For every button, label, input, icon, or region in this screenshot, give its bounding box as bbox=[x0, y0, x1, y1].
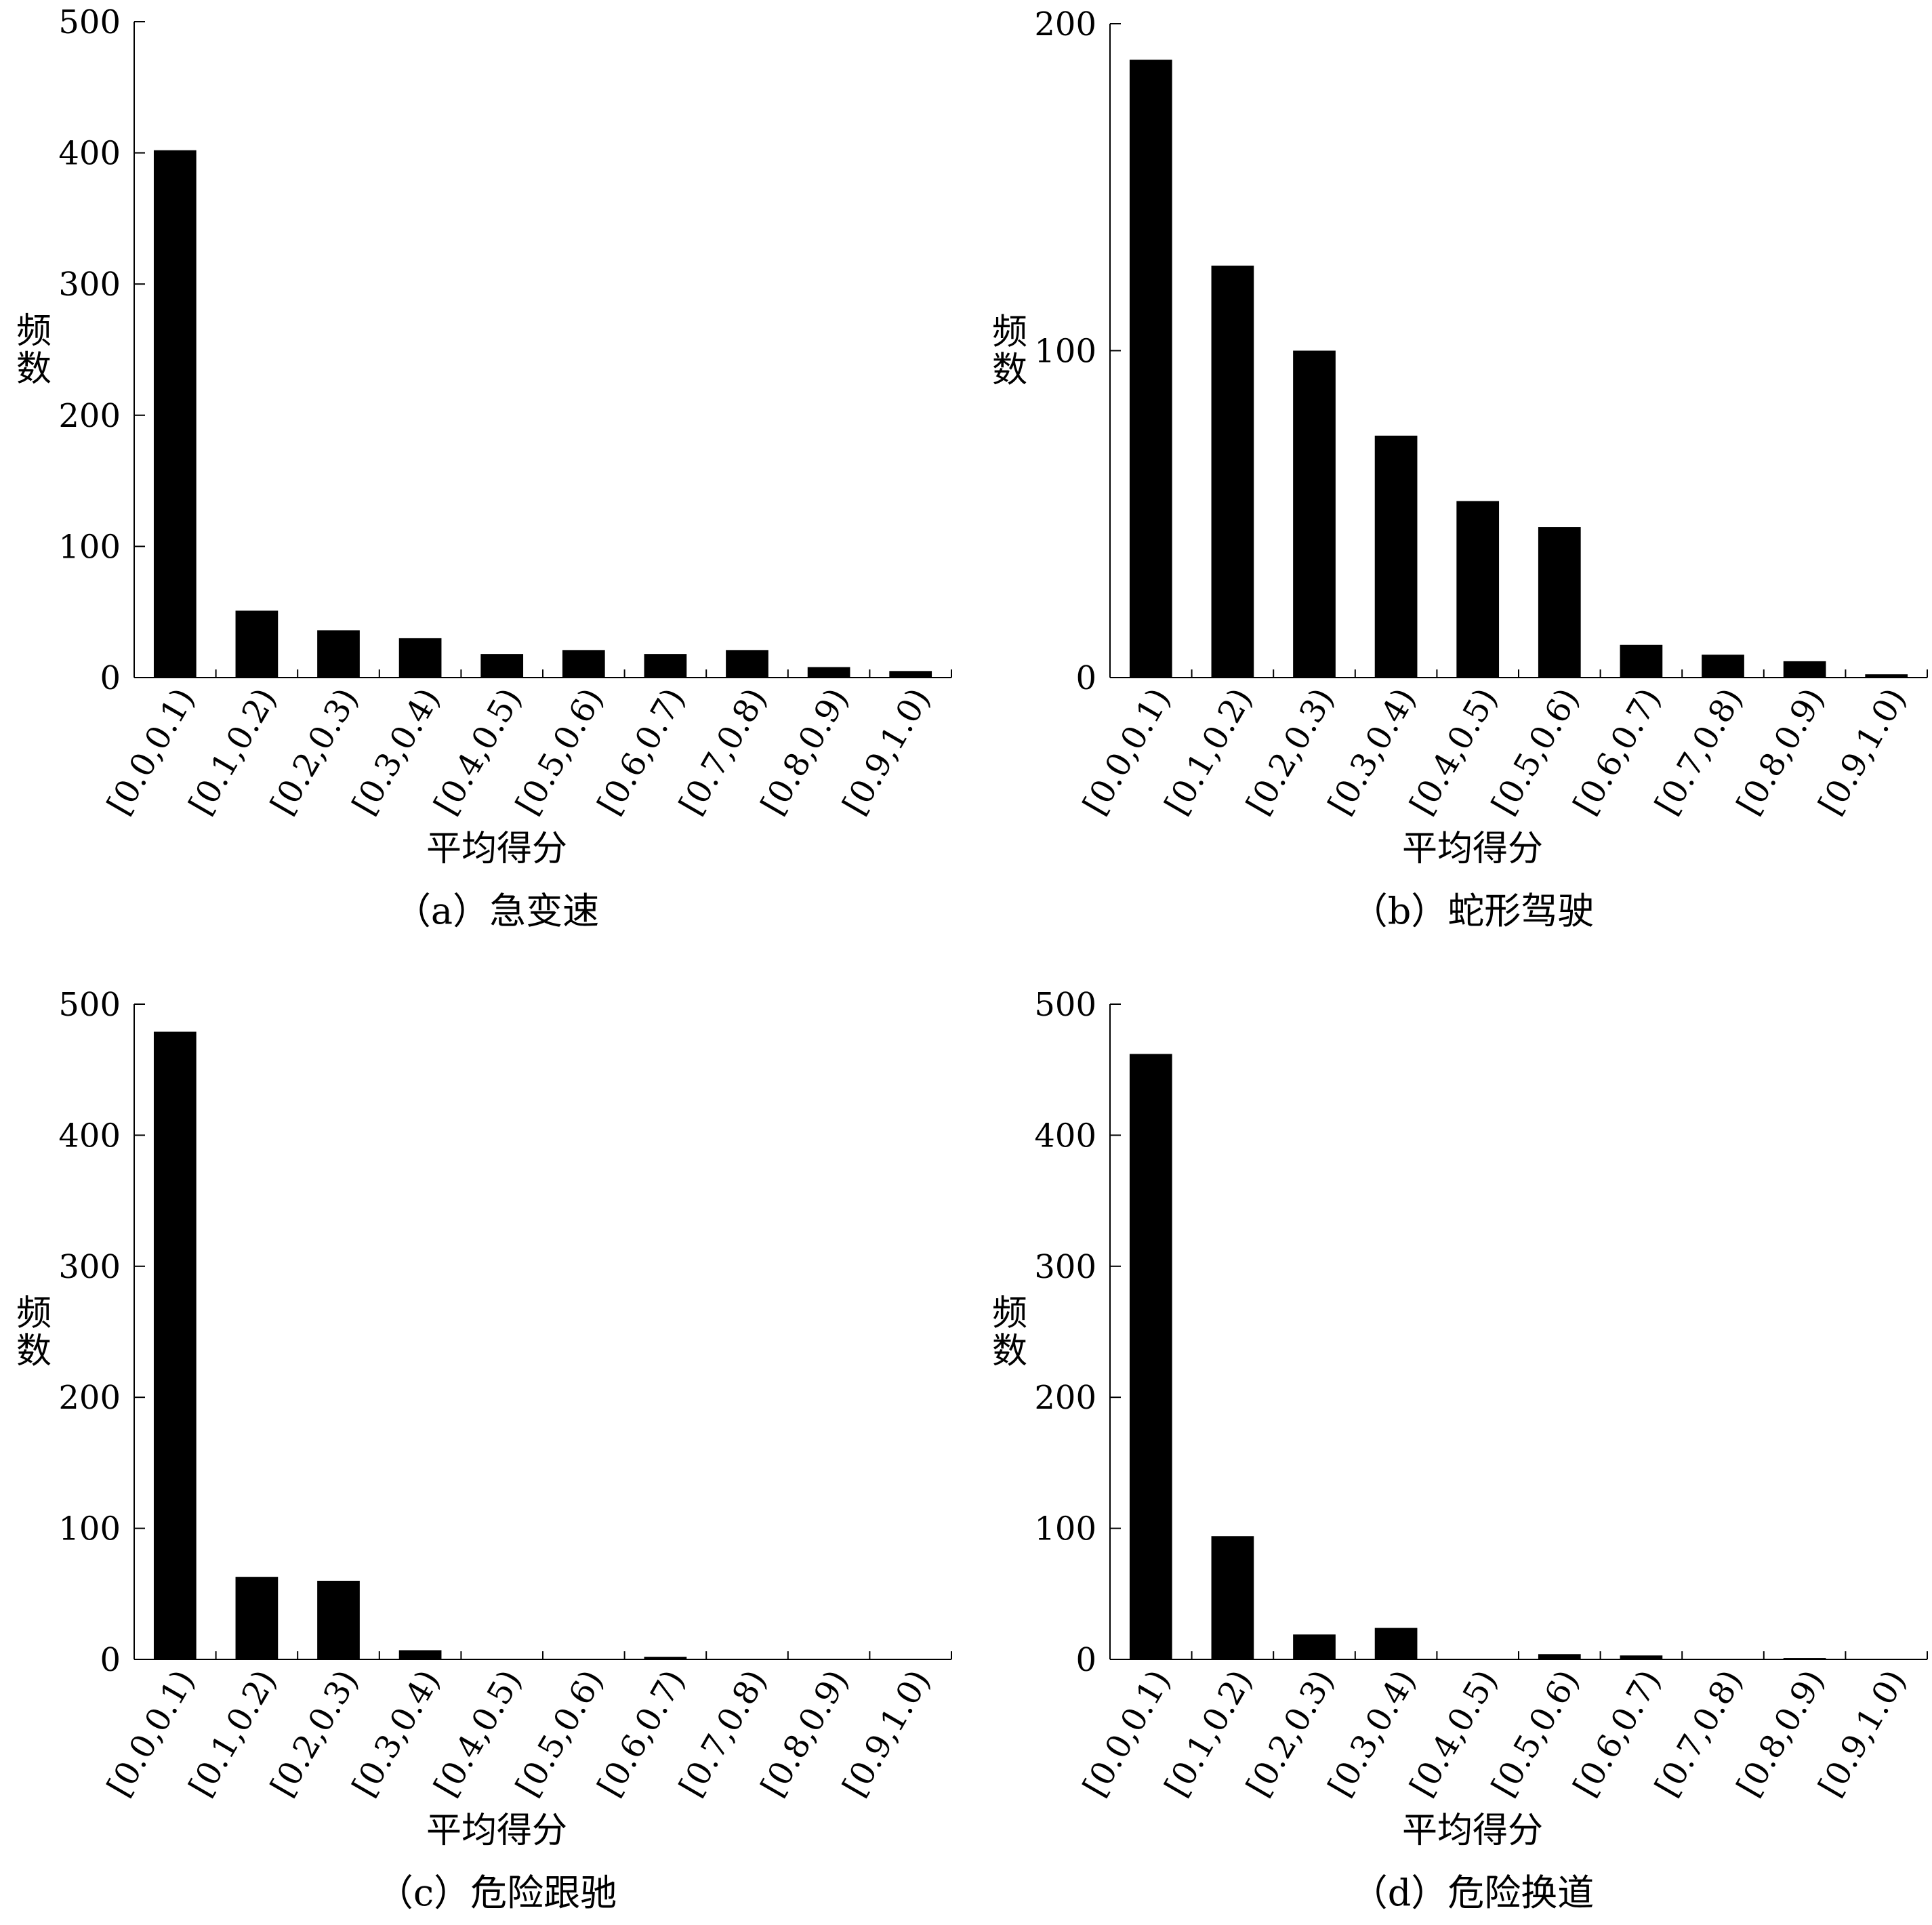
bar-6 bbox=[1538, 527, 1581, 678]
bar-4 bbox=[398, 638, 442, 678]
bar-7 bbox=[1620, 644, 1663, 678]
bar-7 bbox=[644, 654, 687, 678]
y-tick-label: 400 bbox=[58, 135, 121, 173]
chart-panel-d: 0100200300400500[0.0,0.1)[0.1,0.2)[0.2,0… bbox=[992, 986, 1928, 1914]
y-tick-label: 500 bbox=[58, 986, 121, 1024]
bar-3 bbox=[1293, 350, 1336, 678]
bar-6 bbox=[562, 650, 605, 678]
y-tick-label: 0 bbox=[100, 659, 121, 697]
bar-2 bbox=[235, 610, 279, 678]
bar-1 bbox=[153, 150, 197, 678]
y-tick-label: 300 bbox=[58, 266, 121, 304]
bar-4 bbox=[1374, 435, 1418, 678]
bar-5 bbox=[1456, 501, 1500, 678]
y-tick-label: 500 bbox=[58, 3, 121, 41]
bar-10 bbox=[1865, 674, 1908, 678]
x-axis-label: 平均得分 bbox=[426, 1810, 567, 1851]
y-tick-label: 200 bbox=[1034, 5, 1096, 43]
bar-9 bbox=[1783, 1658, 1826, 1659]
panel-caption: （c）危险跟驰 bbox=[377, 1871, 617, 1914]
x-axis-label: 平均得分 bbox=[426, 829, 567, 869]
bar-7 bbox=[1620, 1655, 1663, 1659]
y-tick-label: 100 bbox=[1034, 333, 1096, 371]
y-axis-label: 频数 bbox=[992, 1293, 1027, 1372]
bar-3 bbox=[317, 1580, 360, 1659]
y-tick-label: 500 bbox=[1034, 986, 1096, 1024]
chart-panel-c: 0100200300400500[0.0,0.1)[0.1,0.2)[0.2,0… bbox=[16, 986, 952, 1914]
bar-1 bbox=[1129, 1054, 1172, 1659]
y-tick-label: 0 bbox=[1075, 1641, 1096, 1679]
bar-5 bbox=[480, 654, 524, 678]
panel-caption: （a）急变速 bbox=[394, 890, 599, 932]
y-axis-label: 频数 bbox=[992, 312, 1027, 391]
panel-caption: （d）危险换道 bbox=[1351, 1871, 1595, 1914]
y-tick-label: 400 bbox=[58, 1117, 121, 1155]
y-tick-label: 400 bbox=[1034, 1117, 1096, 1155]
bar-9 bbox=[1783, 661, 1826, 678]
bar-2 bbox=[1211, 1536, 1254, 1659]
y-tick-label: 100 bbox=[58, 528, 121, 566]
y-tick-label: 300 bbox=[1034, 1248, 1096, 1286]
y-tick-label: 200 bbox=[58, 1379, 121, 1417]
y-tick-label: 200 bbox=[1034, 1379, 1096, 1417]
y-tick-label: 100 bbox=[1034, 1510, 1096, 1548]
y-tick-label: 0 bbox=[1075, 659, 1096, 697]
bar-4 bbox=[1374, 1628, 1418, 1659]
bar-2 bbox=[1211, 266, 1254, 678]
bar-10 bbox=[889, 671, 932, 678]
y-tick-label: 0 bbox=[100, 1641, 121, 1679]
x-axis-label: 平均得分 bbox=[1402, 1810, 1543, 1851]
chart-panel-a: 0100200300400500[0.0,0.1)[0.1,0.2)[0.2,0… bbox=[16, 3, 952, 932]
bar-6 bbox=[1538, 1654, 1581, 1659]
bar-1 bbox=[1129, 60, 1172, 678]
bar-8 bbox=[1702, 655, 1744, 678]
bar-2 bbox=[235, 1577, 279, 1659]
x-axis-label: 平均得分 bbox=[1402, 829, 1543, 869]
bar-3 bbox=[1293, 1634, 1336, 1659]
y-tick-label: 100 bbox=[58, 1510, 121, 1548]
bar-8 bbox=[726, 650, 768, 678]
y-axis-label: 频数 bbox=[16, 311, 52, 390]
bar-1 bbox=[153, 1031, 197, 1659]
chart-panel-b: 0100200[0.0,0.1)[0.1,0.2)[0.2,0.3)[0.3,0… bbox=[992, 5, 1928, 932]
y-tick-label: 200 bbox=[58, 397, 121, 435]
bar-9 bbox=[807, 667, 850, 678]
y-tick-label: 300 bbox=[58, 1248, 121, 1286]
bar-4 bbox=[398, 1650, 442, 1659]
y-axis-label: 频数 bbox=[16, 1293, 52, 1372]
bar-3 bbox=[317, 630, 360, 678]
bar-7 bbox=[644, 1657, 687, 1659]
panel-caption: （b）蛇形驾驶 bbox=[1351, 890, 1595, 932]
